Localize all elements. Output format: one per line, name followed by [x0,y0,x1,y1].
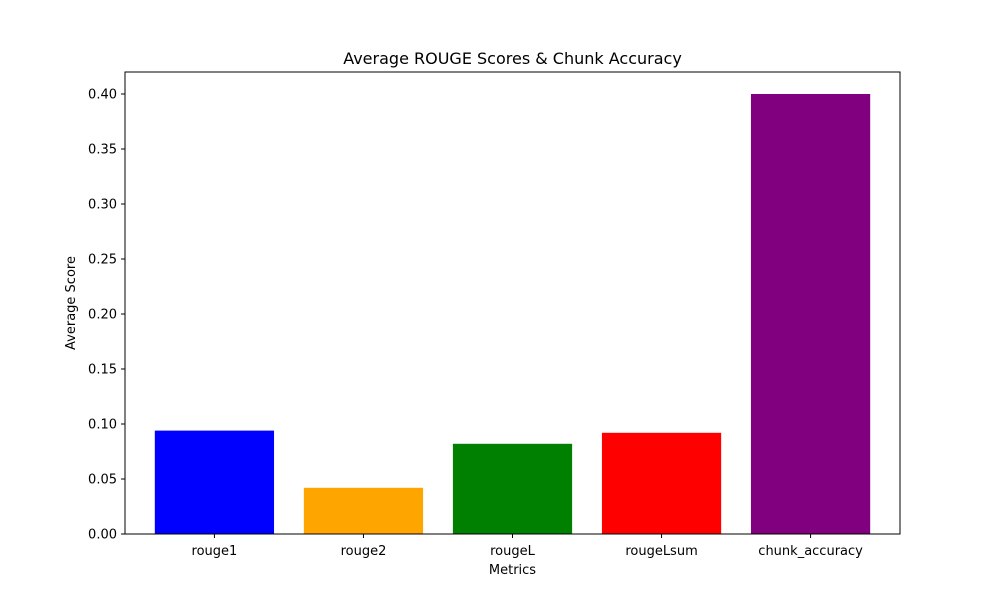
bar-rouge2 [303,487,424,534]
y-tick-label: 0.20 [88,308,117,323]
y-tick-label: 0.05 [88,473,117,488]
bars-group [154,94,871,534]
x-tick-label: rougeL [490,544,536,559]
bar-rougeLsum [601,432,722,534]
bar-rougeL [452,443,573,534]
x-axis-label: Metrics [489,563,536,578]
bar-chunk_accuracy [750,94,871,534]
y-tick-label: 0.25 [88,253,117,268]
x-tick-label: rouge1 [192,544,238,559]
y-tick-label: 0.30 [88,198,117,213]
y-tick-label: 0.15 [88,363,117,378]
x-tick-label: rougeLsum [625,544,697,559]
y-tick-label: 0.10 [88,418,117,433]
y-tick-label: 0.40 [88,88,117,103]
chart-title: Average ROUGE Scores & Chunk Accuracy [343,49,682,68]
y-axis: 0.00 0.05 0.10 0.15 0.20 0.25 0.30 0.35 0.40 [88,88,125,543]
x-tick-label: rouge2 [341,544,387,559]
y-tick-label: 0.35 [88,143,117,158]
y-axis-label: Average Score [64,256,79,350]
bar-rouge1 [154,430,275,534]
x-axis: rouge1 rouge2 rougeL rougeLsum chunk_accurac… [192,534,863,559]
y-tick-label: 0.00 [88,528,117,543]
x-tick-label: chunk_accuracy [758,544,863,559]
